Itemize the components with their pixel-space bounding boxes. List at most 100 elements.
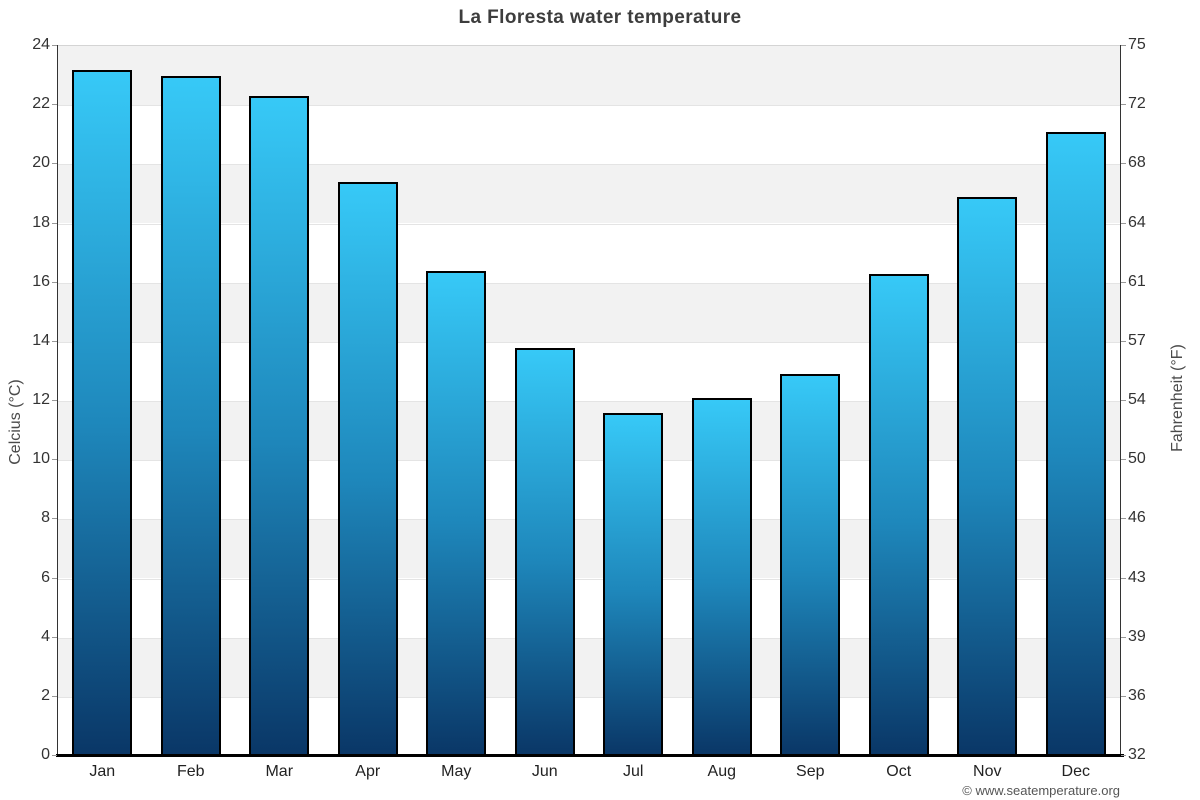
- gridline: [58, 401, 1120, 402]
- x-tick-label-oct: Oct: [886, 763, 912, 780]
- y-tick-mark-right: [1121, 281, 1126, 283]
- grid-band: [58, 341, 1120, 401]
- y-tick-mark-right: [1121, 695, 1126, 697]
- y-tick-label-celsius: 24: [32, 36, 50, 53]
- y-tick-mark-left: [52, 281, 57, 283]
- x-tick-label-apr: Apr: [355, 763, 381, 780]
- gridline: [58, 341, 1120, 343]
- y-tick-label-fahrenheit: 75: [1128, 36, 1146, 53]
- bar-mar[interactable]: [249, 96, 310, 756]
- grid-band: [58, 282, 1120, 342]
- bar-apr[interactable]: [337, 182, 398, 756]
- chart-title: La Floresta water temperature: [458, 7, 742, 28]
- grid-band: [58, 519, 1120, 579]
- x-tick-label-may: May: [441, 763, 472, 780]
- gridline: [58, 696, 1120, 698]
- y-tick-mark-right: [1121, 577, 1126, 579]
- bar-may[interactable]: [426, 270, 487, 756]
- y-tick-mark-left: [52, 755, 57, 756]
- y-tick-mark-left: [52, 104, 57, 106]
- y-tick-mark-right: [1121, 340, 1126, 342]
- gridline: [58, 519, 1120, 521]
- y-axis-line-right: [1120, 45, 1121, 755]
- y-tick-label-celsius: 18: [32, 213, 50, 231]
- y-tick-label-celsius: 16: [32, 272, 50, 290]
- gridline: [58, 578, 1120, 580]
- y-tick-mark-right: [1121, 45, 1126, 46]
- grid-band: [58, 578, 1120, 638]
- y-tick-label-fahrenheit: 50: [1128, 450, 1146, 468]
- x-tick-label-jan: Jan: [89, 763, 116, 780]
- y-tick-label-celsius: 12: [32, 391, 50, 408]
- x-tick-label-dec: Dec: [1061, 763, 1090, 780]
- x-tick-label-nov: Nov: [973, 763, 1002, 780]
- y-axis-line-left: [57, 45, 58, 755]
- x-tick-label-feb: Feb: [176, 763, 205, 780]
- y-tick-mark-left: [52, 163, 57, 165]
- y-tick-mark-right: [1121, 104, 1126, 106]
- bar-sep[interactable]: [780, 374, 841, 756]
- bar-jan[interactable]: [72, 69, 133, 756]
- grid-band: [58, 696, 1120, 756]
- y-tick-mark-left: [52, 577, 57, 579]
- y-tick-label-celsius: 4: [41, 627, 50, 645]
- y-tick-label-celsius: 10: [32, 450, 50, 468]
- plot-area: [58, 45, 1120, 756]
- y-tick-label-celsius: 14: [32, 331, 50, 349]
- y-tick-label-fahrenheit: 46: [1128, 509, 1146, 527]
- y-tick-label-celsius: 22: [32, 95, 50, 113]
- y-tick-mark-left: [52, 400, 57, 401]
- y-tick-label-celsius: 20: [32, 154, 50, 172]
- x-tick-label-jun: Jun: [531, 763, 558, 780]
- y-tick-mark-left: [52, 695, 57, 697]
- y-tick-label-fahrenheit: 68: [1128, 154, 1146, 172]
- y-tick-label-fahrenheit: 57: [1128, 331, 1146, 349]
- y-tick-mark-left: [52, 45, 57, 46]
- y-tick-label-fahrenheit: 64: [1128, 213, 1146, 231]
- y-tick-mark-right: [1121, 459, 1126, 461]
- y-tick-label-fahrenheit: 43: [1128, 568, 1146, 586]
- y-tick-label-fahrenheit: 36: [1128, 686, 1146, 704]
- y-tick-mark-right: [1121, 163, 1126, 165]
- gridline: [58, 164, 1120, 166]
- bar-jul[interactable]: [603, 412, 664, 756]
- bar-feb[interactable]: [160, 75, 221, 756]
- x-tick-label-sep: Sep: [796, 763, 825, 780]
- bar-oct[interactable]: [868, 273, 929, 756]
- y-tick-mark-right: [1121, 636, 1126, 638]
- y-tick-mark-right: [1121, 755, 1126, 756]
- x-axis-line: [56, 754, 1124, 757]
- x-tick-label-jul: Jul: [623, 763, 644, 780]
- grid-band: [58, 637, 1120, 697]
- footer-credit-link[interactable]: © www.seatemperature.org: [962, 783, 1120, 798]
- y-tick-mark-left: [52, 222, 57, 224]
- y-tick-label-celsius: 2: [41, 686, 50, 704]
- bar-nov[interactable]: [957, 196, 1018, 756]
- gridline: [58, 460, 1120, 462]
- y-tick-mark-right: [1121, 400, 1126, 401]
- y-tick-mark-left: [52, 459, 57, 461]
- grid-band: [58, 223, 1120, 283]
- bar-dec[interactable]: [1045, 131, 1106, 756]
- x-tick-label-aug: Aug: [707, 763, 736, 780]
- grid-band: [58, 460, 1120, 520]
- y-tick-mark-left: [52, 518, 57, 520]
- y-tick-label-celsius: 0: [41, 746, 50, 763]
- y-tick-label-fahrenheit: 39: [1128, 627, 1146, 645]
- y-tick-label-celsius: 8: [41, 509, 50, 527]
- y-tick-mark-right: [1121, 518, 1126, 520]
- gridline: [58, 105, 1120, 107]
- y-tick-label-fahrenheit: 32: [1128, 746, 1146, 763]
- y-tick-label-fahrenheit: 72: [1128, 95, 1146, 113]
- y-tick-mark-left: [52, 636, 57, 638]
- grid-band: [58, 401, 1120, 461]
- y-tick-mark-left: [52, 340, 57, 342]
- gridline: [58, 637, 1120, 639]
- grid-band: [58, 46, 1120, 106]
- gridline: [58, 223, 1120, 225]
- grid-band: [58, 164, 1120, 224]
- bar-aug[interactable]: [691, 398, 752, 756]
- y-tick-label-fahrenheit: 61: [1128, 272, 1146, 290]
- bar-jun[interactable]: [514, 347, 575, 756]
